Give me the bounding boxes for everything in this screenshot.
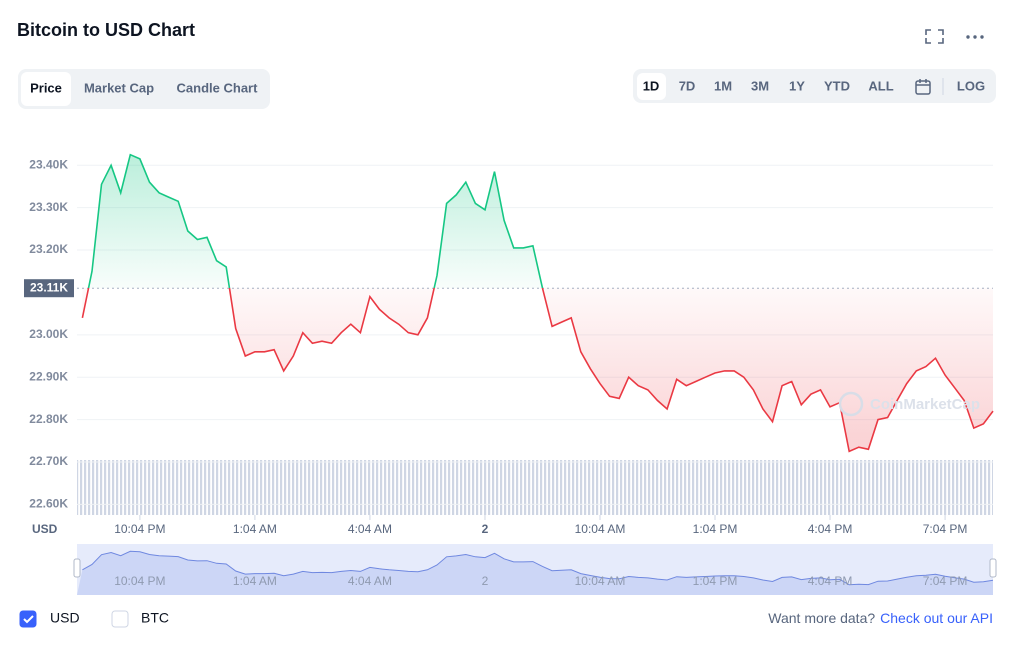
watermark-logo <box>838 391 864 417</box>
range-button[interactable]: 7D <box>679 78 696 93</box>
baseline-label: 23.11K <box>30 280 68 294</box>
currency-label: BTC <box>141 610 169 626</box>
y-tick-label: 22.60K <box>29 497 68 511</box>
x-tick-label: 10:04 PM <box>114 522 165 536</box>
range-button[interactable]: YTD <box>824 78 850 93</box>
x-tick-label: 2 <box>482 522 489 536</box>
range-group <box>633 69 996 103</box>
volume-bars <box>77 460 993 515</box>
baseline-label-bg <box>24 279 74 298</box>
footer: Want more data? Check out our API <box>768 610 993 626</box>
log-button[interactable]: LOG <box>957 78 985 93</box>
navigator-line <box>82 550 994 586</box>
navigator-tick-label: 4:04 AM <box>348 574 392 588</box>
title: Bitcoin to USD Chart <box>17 20 195 40</box>
tab[interactable]: Candle Chart <box>177 80 259 95</box>
watermark: CoinMarketCap <box>870 396 980 413</box>
y-tick-label: 23.20K <box>29 242 68 256</box>
y-tick-label: 22.90K <box>29 369 68 383</box>
navigator-handle[interactable] <box>73 558 81 578</box>
tab-selected <box>21 72 71 106</box>
range-button[interactable]: 1M <box>714 78 732 93</box>
tab-group <box>18 69 270 109</box>
navigator-area <box>77 551 993 595</box>
y-tick-label: 23.30K <box>29 200 68 214</box>
calendar-icon[interactable] <box>915 79 931 95</box>
y-tick-label: 22.70K <box>29 454 68 468</box>
footer-link[interactable]: Check out our API <box>880 610 993 626</box>
navigator-tick-label: 10:04 PM <box>114 574 165 588</box>
x-tick-label: 7:04 PM <box>923 522 968 536</box>
navigator-tick-label: 1:04 AM <box>233 574 277 588</box>
navigator-tick-label: 4:04 PM <box>808 574 853 588</box>
navigator-tick-label: 7:04 PM <box>923 574 968 588</box>
area-fill <box>82 154 994 452</box>
checkbox[interactable] <box>19 610 37 628</box>
x-tick-label: 1:04 PM <box>693 522 738 536</box>
navigator-tick-label: 2 <box>482 574 489 588</box>
fullscreen-icon[interactable] <box>925 29 944 44</box>
range-button[interactable]: ALL <box>868 78 893 93</box>
checkbox[interactable] <box>111 610 129 628</box>
y-tick-label: 22.80K <box>29 412 68 426</box>
currency-label: USD <box>50 610 80 626</box>
more-icon[interactable] <box>966 35 984 39</box>
y-tick-label: 23.40K <box>29 157 68 171</box>
footer-text: Want more data? <box>768 610 875 626</box>
tab[interactable]: Market Cap <box>84 80 154 95</box>
range-button[interactable]: 1Y <box>789 78 805 93</box>
x-tick-label: 4:04 AM <box>348 522 392 536</box>
x-tick-label: 10:04 AM <box>575 522 626 536</box>
navigator-tick-label: 10:04 AM <box>575 574 626 588</box>
tab[interactable]: Price <box>30 80 62 95</box>
range-selected <box>637 73 666 100</box>
navigator-handle[interactable] <box>989 558 997 578</box>
range-button[interactable]: 3M <box>751 78 769 93</box>
range-button[interactable]: 1D <box>643 78 660 93</box>
y-tick-label: 23.00K <box>29 327 68 341</box>
checkmark <box>23 615 34 624</box>
y-axis-corner-label: USD <box>32 522 58 536</box>
x-tick-label: 4:04 PM <box>808 522 853 536</box>
navigator-tick-label: 1:04 PM <box>693 574 738 588</box>
x-tick-label: 1:04 AM <box>233 522 277 536</box>
